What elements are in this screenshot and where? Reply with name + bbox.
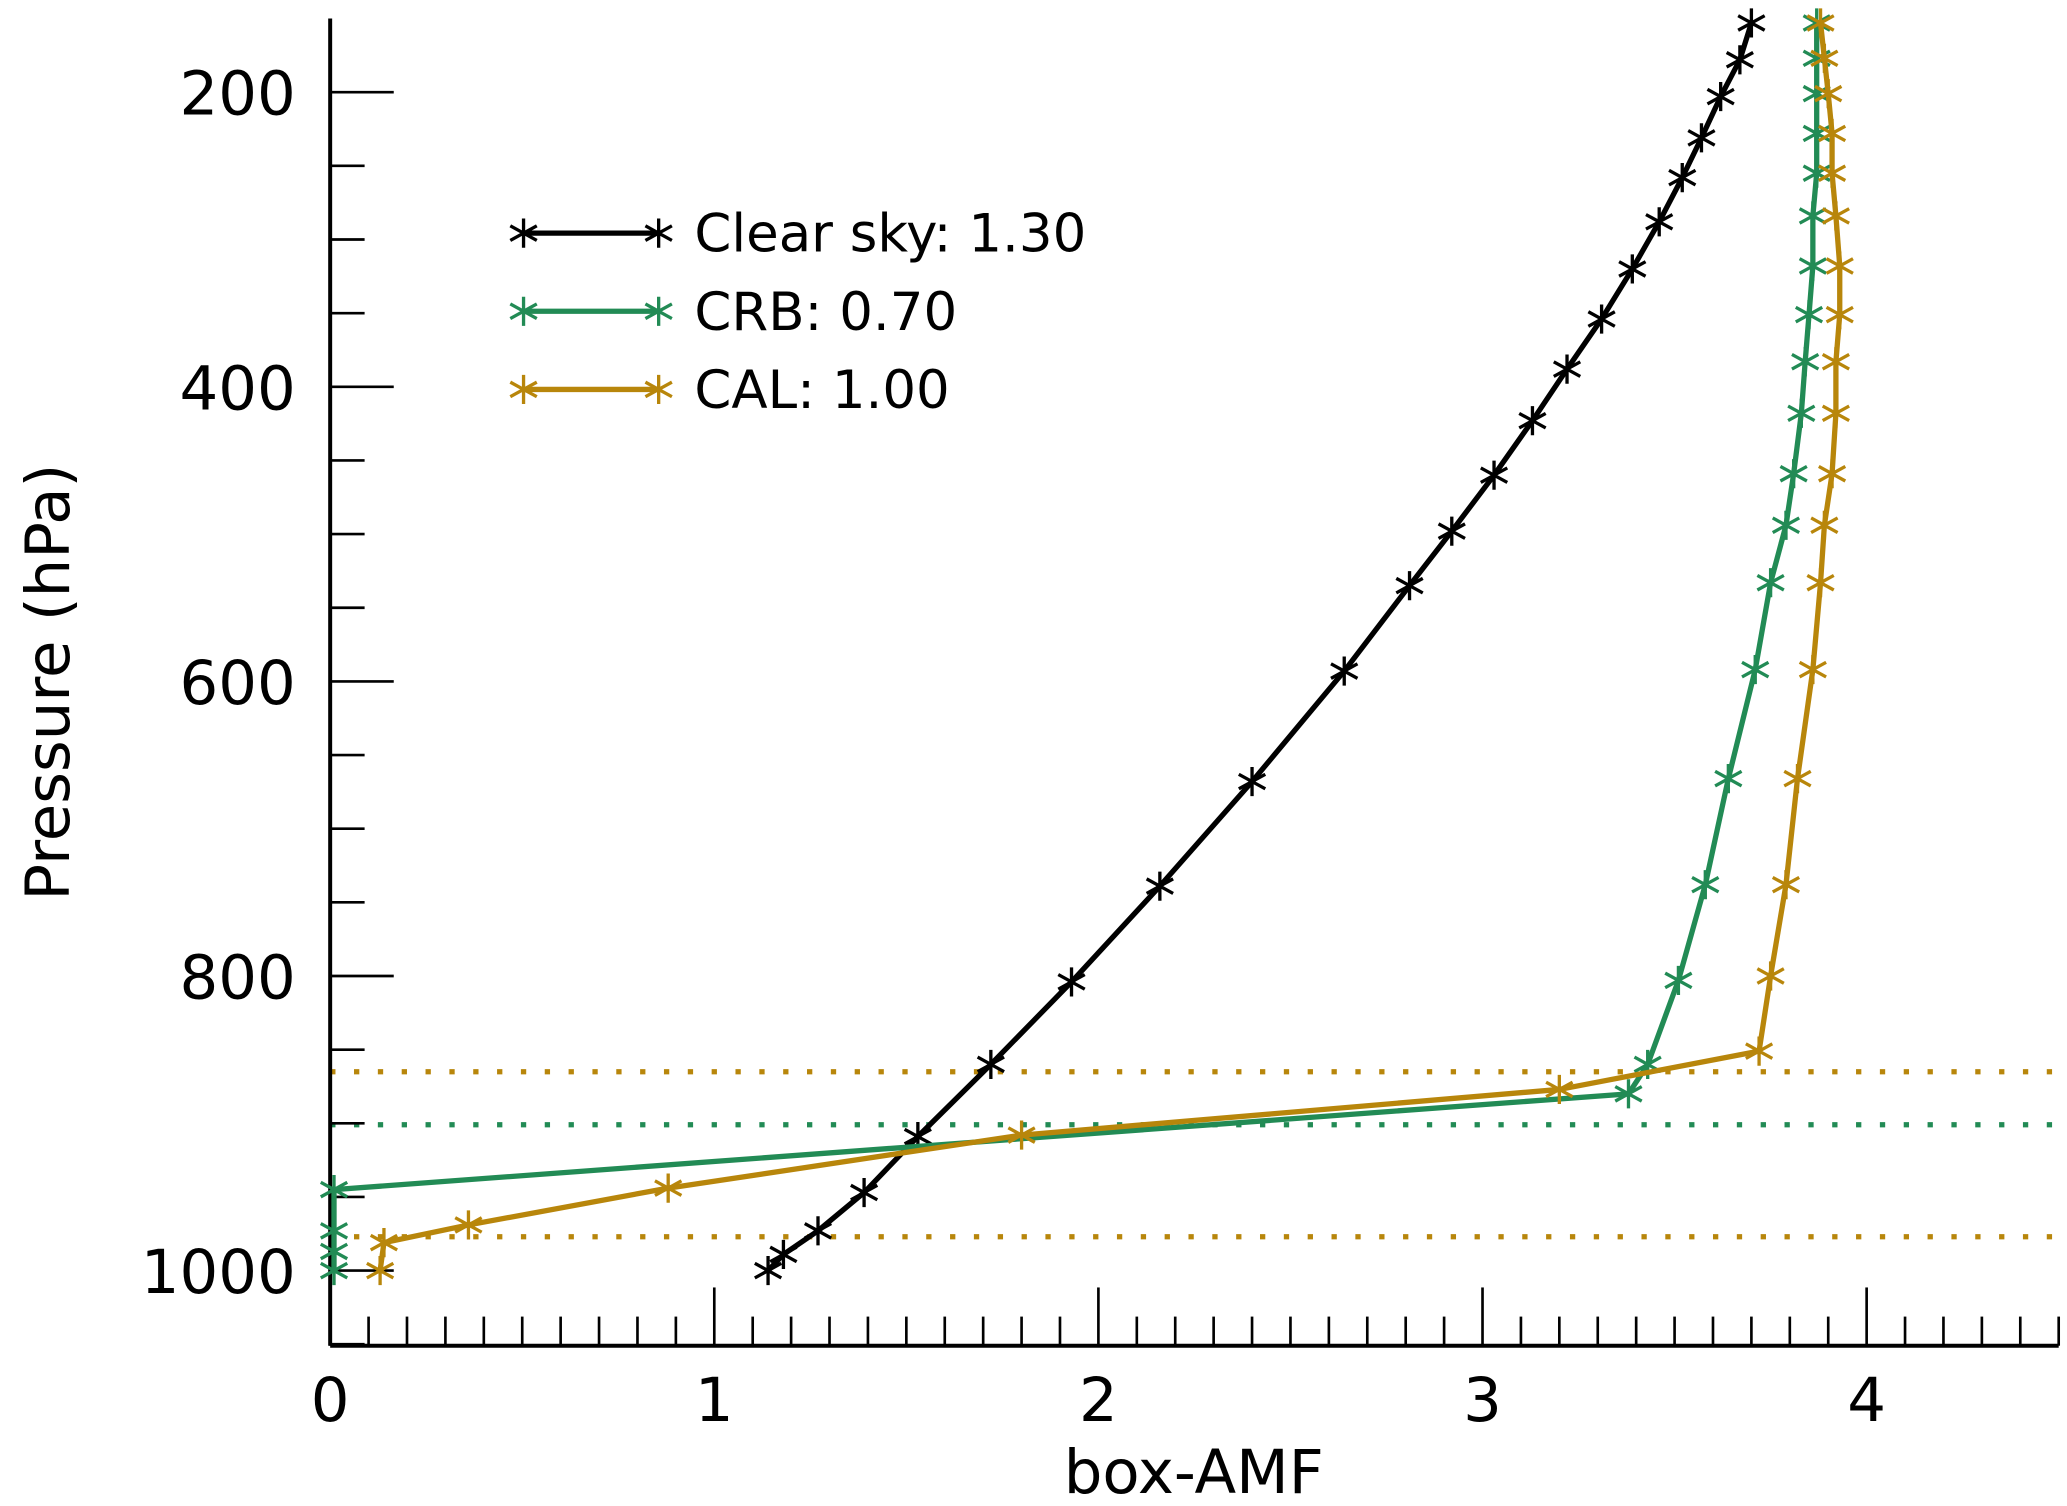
data-point-marker: [1818, 158, 1847, 188]
data-point-marker: [454, 1210, 483, 1240]
y-tick-label: 200: [179, 59, 295, 130]
legend-marker: [509, 218, 538, 248]
legend: Clear sky: 1.30 CRB: 0.70 CAL: 1.00: [509, 204, 1086, 421]
legend-marker: [644, 296, 673, 326]
data-point-marker: [1145, 871, 1174, 901]
data-point-marker: [1756, 568, 1785, 598]
series-1: [319, 8, 1831, 1286]
data-point-marker: [803, 1216, 833, 1246]
x-tick-label: 4: [1847, 1365, 1886, 1436]
data-point-marker: [1814, 79, 1843, 109]
legend-marker: [509, 374, 538, 404]
data-point-marker: [1437, 516, 1466, 546]
data-point-marker: [319, 1175, 349, 1205]
data-point-marker: [1614, 1079, 1643, 1109]
x-tick-label: 1: [695, 1365, 734, 1436]
data-point-marker: [1818, 118, 1847, 149]
data-point-marker: [1798, 201, 1827, 231]
data-point-marker: [754, 1256, 783, 1286]
x-axis-label: box-AMF: [1064, 1437, 1324, 1506]
data-point-marker: [1479, 460, 1509, 490]
data-point-marker: [1552, 354, 1582, 384]
data-point-marker: [1818, 459, 1847, 489]
reference-lines: [330, 1069, 2059, 1240]
data-point-marker: [1794, 300, 1824, 330]
y-tick-label: 800: [179, 943, 295, 1014]
x-tick-label: 3: [1463, 1365, 1502, 1436]
data-point-marker: [1802, 158, 1831, 188]
data-point-marker: [1821, 347, 1850, 377]
data-point-marker: [850, 1177, 879, 1208]
data-point-marker: [1238, 766, 1267, 797]
data-point-marker: [1057, 967, 1086, 997]
data-point-marker: [1330, 656, 1359, 686]
data-point-marker: [1802, 118, 1831, 149]
data-point-marker: [1779, 459, 1808, 489]
data-point-marker: [369, 1228, 398, 1258]
data-point-marker: [1668, 163, 1697, 193]
data-point-marker: [1756, 961, 1785, 991]
data-point-marker: [1725, 45, 1754, 75]
x-tick-label: 0: [311, 1365, 350, 1436]
y-axis-label: Pressure (hPa): [13, 464, 84, 901]
data-point-marker: [976, 1049, 1005, 1079]
data-point-marker: [1806, 568, 1835, 598]
data-point-marker: [1810, 510, 1839, 540]
legend-label: CRB: 0.70: [694, 282, 957, 343]
y-tick-label: 600: [179, 648, 295, 719]
series-2: [366, 8, 1854, 1286]
data-point-marker: [1706, 82, 1735, 112]
data-point-marker: [654, 1173, 683, 1203]
data-point-marker: [1798, 655, 1827, 685]
data-point-marker: [1771, 510, 1801, 540]
data-point-marker: [1825, 251, 1854, 281]
data-point-marker: [1771, 870, 1801, 900]
data-point-marker: [1810, 43, 1839, 73]
data-point-marker: [1798, 251, 1827, 281]
y-tick-label: 1000: [141, 1237, 296, 1308]
data-point-marker: [1825, 300, 1854, 330]
legend-marker: [509, 296, 538, 326]
data-point-marker: [1791, 347, 1820, 377]
data-point-marker: [1518, 406, 1547, 436]
data-point-marker: [1787, 398, 1816, 428]
data-point-marker: [1587, 304, 1616, 334]
y-tick-label: 400: [179, 353, 295, 424]
data-point-marker: [1691, 870, 1720, 900]
data-point-marker: [1687, 123, 1716, 153]
data-point-marker: [1664, 965, 1693, 995]
data-point-marker: [1783, 764, 1812, 794]
legend-marker: [644, 218, 673, 248]
data-point-marker: [1645, 207, 1674, 237]
legend-label: CAL: 1.00: [694, 360, 949, 421]
data-point-marker: [1007, 1120, 1036, 1150]
data-point-marker: [1737, 8, 1766, 38]
data-point-marker: [1395, 571, 1424, 601]
data-point-marker: [1545, 1074, 1574, 1104]
data-point-marker: [1741, 655, 1770, 685]
data-point-marker: [1618, 254, 1647, 284]
data-point-marker: [1821, 201, 1850, 231]
axes: 0 1 2 3 4 200 400 600 800 1000: [141, 18, 2061, 1436]
legend-label: Clear sky: 1.30: [694, 204, 1086, 265]
data-point-marker: [366, 1256, 395, 1286]
x-tick-label: 2: [1079, 1365, 1118, 1436]
data-point-marker: [319, 1216, 349, 1246]
series-line: [377, 22, 1843, 1271]
data-point-marker: [1802, 8, 1831, 38]
data-point-marker: [1821, 398, 1850, 428]
legend-marker: [644, 374, 673, 404]
series-group: [319, 8, 1854, 1286]
data-point-marker: [1806, 8, 1835, 38]
data-point-marker: [769, 1239, 798, 1269]
data-point-marker: [1714, 764, 1743, 794]
data-point-marker: [1745, 1036, 1774, 1066]
